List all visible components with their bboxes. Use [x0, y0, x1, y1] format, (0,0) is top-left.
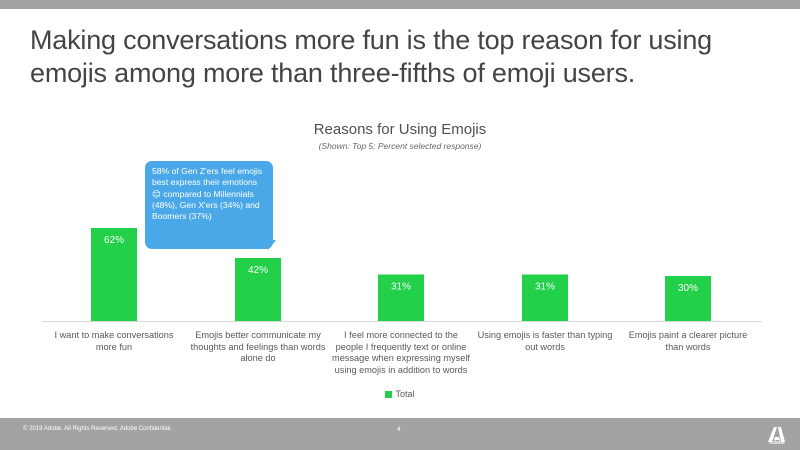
- legend-label: Total: [395, 389, 415, 399]
- chart-legend: Total: [0, 389, 800, 399]
- category-label: Using emojis is faster than typing out w…: [477, 330, 613, 352]
- bar: [235, 258, 281, 321]
- page-title: Making conversations more fun is the top…: [30, 25, 712, 88]
- footer-bar: [0, 418, 800, 450]
- data-label: 31%: [391, 282, 411, 293]
- top-bar: [0, 0, 800, 9]
- bar: [378, 274, 424, 321]
- chart-title: Reasons for Using Emojis: [313, 121, 487, 138]
- category-label: Emojis better communicate my thoughts an…: [190, 330, 326, 363]
- bar: [91, 228, 137, 321]
- data-label: 31%: [535, 282, 555, 293]
- bar: [665, 276, 711, 321]
- callout-tail: [268, 240, 276, 250]
- category-label: I feel more connected to the people I fr…: [332, 330, 470, 375]
- page-number: 4: [397, 426, 401, 433]
- adobe-logo-text: Adobe: [769, 440, 785, 446]
- category-label: Emojis paint a clearer picture than word…: [628, 330, 748, 352]
- footer-copyright: © 2019 Adobe. All Rights Reserved. Adobe…: [23, 426, 173, 432]
- adobe-logo-icon: [768, 427, 785, 442]
- data-label: 42%: [248, 265, 268, 276]
- data-label: 30%: [678, 283, 698, 294]
- bar: [522, 274, 568, 321]
- callout-bubble: 58% of Gen Z'ers feel emojis best expres…: [145, 161, 273, 249]
- bar-chart: 62% 42% 31% 31% 30%: [42, 228, 762, 322]
- legend-swatch: [385, 391, 393, 399]
- category-label: I want to make conversations more fun: [54, 330, 174, 352]
- chart-subtitle: (Shown: Top 5; Percent selected response…: [318, 141, 482, 151]
- data-label: 62%: [104, 235, 124, 246]
